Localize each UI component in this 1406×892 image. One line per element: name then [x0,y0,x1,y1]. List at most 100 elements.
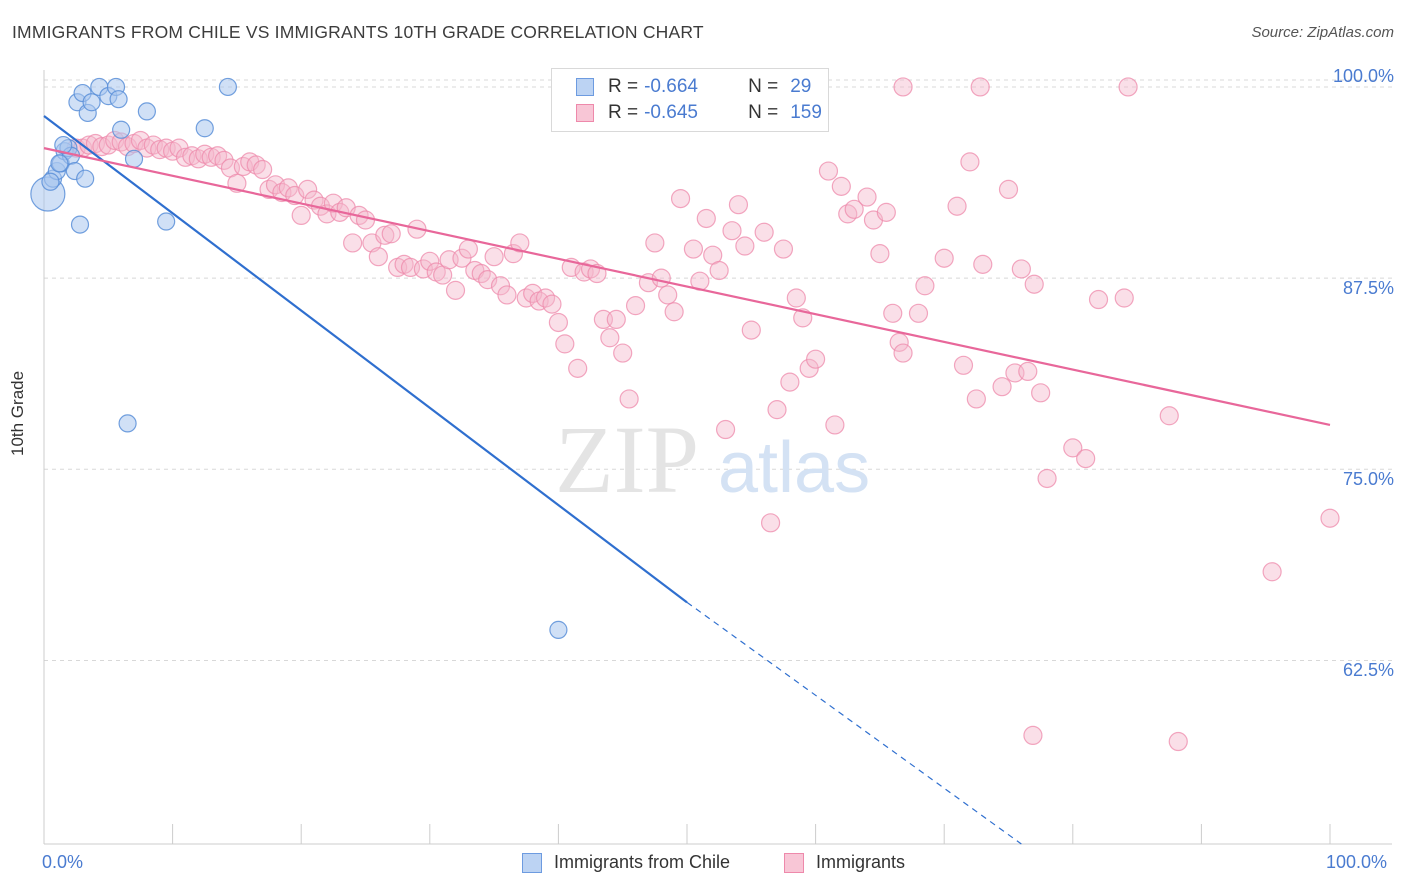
immigrants-point [1262,562,1282,582]
chart-title: IMMIGRANTS FROM CHILE VS IMMIGRANTS 10TH… [12,22,704,42]
immigrants-point [568,358,588,378]
immigrants-point [613,343,633,363]
legend-r-value: -0.664 [644,76,698,97]
immigrants-point [741,320,761,340]
immigrants-point [709,260,729,281]
bottom-legend-swatch-chile [522,852,542,873]
legend-r-label: R = [608,102,639,123]
y-tick-label: 100.0% [1332,65,1394,86]
x-tick-max: 100.0% [1326,852,1388,872]
chile-regression-line [43,115,688,604]
immigrants-point [381,224,401,244]
chile-point [124,149,144,168]
y-tick-label: 75.0% [1342,469,1394,490]
bottom-legend-label-chile: Immigrants from Chile [554,852,731,872]
immigrants-point [780,372,800,392]
immigrants-point [1159,406,1179,426]
immigrants-point [915,276,935,296]
immigrants-point [645,233,665,253]
immigrants-point [893,77,913,97]
immigrants-point [298,179,318,200]
immigrants-point [291,205,311,226]
immigrants-point [420,251,440,271]
bottom-legend-swatch-immigrants [784,852,804,873]
bottom-legend-label-immigrants: Immigrants [816,852,906,872]
immigrants-point [253,159,273,180]
immigrants-points [66,77,1340,752]
immigrants-point [619,389,639,409]
immigrants-point [722,221,742,241]
immigrants-point [728,195,749,215]
immigrants-point [664,302,684,322]
immigrants-point [754,222,774,242]
immigrants-point [1023,725,1043,746]
legend-row-immigrants: R = -0.645 N = 159 [576,101,822,125]
immigrants-point [966,389,986,409]
x-tick-min: 0.0% [42,852,84,872]
immigrants-point [606,309,626,330]
legend-swatch-immigrants [576,104,594,122]
watermark: ZIP atlas [555,406,870,513]
legend-n-label: N = [748,76,779,97]
immigrants-point [278,178,298,198]
immigrants-point [947,196,967,216]
immigrants-regression-line [43,147,1331,427]
immigrants-point [818,161,839,181]
legend-n-label: N = [748,102,779,123]
chile-point [54,135,73,155]
immigrants-point [1076,448,1096,469]
legend-r-value: -0.645 [644,102,698,123]
immigrants-point [876,202,896,222]
immigrants-point [1024,274,1044,294]
immigrants-point [343,233,363,253]
immigrants-point [870,244,890,264]
immigrants-point [805,349,826,369]
immigrants-point [889,332,909,352]
chile-point [70,215,90,234]
immigrants-point [625,296,646,316]
immigrants-point [1320,508,1340,528]
immigrants-point [375,225,395,245]
immigrants-point [1114,288,1134,308]
immigrants-point [1088,289,1109,310]
immigrants-point [715,419,736,440]
immigrants-point [998,179,1019,200]
chile-point [41,172,60,191]
immigrants-point [735,236,755,256]
chile-point [137,102,156,121]
immigrants-point [214,150,234,170]
chile-point [218,77,237,97]
immigrants-point [960,152,980,172]
watermark-atlas: atlas [718,428,870,508]
y-tick-label: 87.5% [1342,278,1394,299]
chile-point [112,120,131,139]
immigrants-point [670,188,691,209]
chile-point [118,414,137,433]
immigrants-point [1118,77,1138,97]
immigrants-point [767,400,787,420]
immigrants-point [970,77,990,97]
immigrants-point [368,247,388,267]
legend-n-value: 159 [790,102,822,123]
immigrants-point [555,334,575,354]
immigrants-point [773,239,794,259]
immigrants-point [883,303,903,323]
chile-point [157,212,176,231]
immigrants-point [600,328,620,348]
immigrants-point [786,288,806,308]
source-label: Source: ZipAtlas.com [1251,24,1394,41]
bottom-legend-chile: Immigrants from Chile [522,852,730,873]
immigrants-point [497,285,517,305]
immigrants-point [523,283,543,304]
immigrants-point [355,210,376,230]
chile-regression-extension [686,601,1022,845]
chile-points [30,77,568,639]
immigrants-point [510,233,530,253]
immigrants-point [1063,438,1083,458]
chile-point [109,90,128,109]
immigrants-point [844,199,864,219]
legend-swatch-chile [576,78,594,96]
legend-n-value: 29 [790,76,812,97]
immigrants-point [658,285,678,305]
immigrants-point [1031,383,1051,403]
